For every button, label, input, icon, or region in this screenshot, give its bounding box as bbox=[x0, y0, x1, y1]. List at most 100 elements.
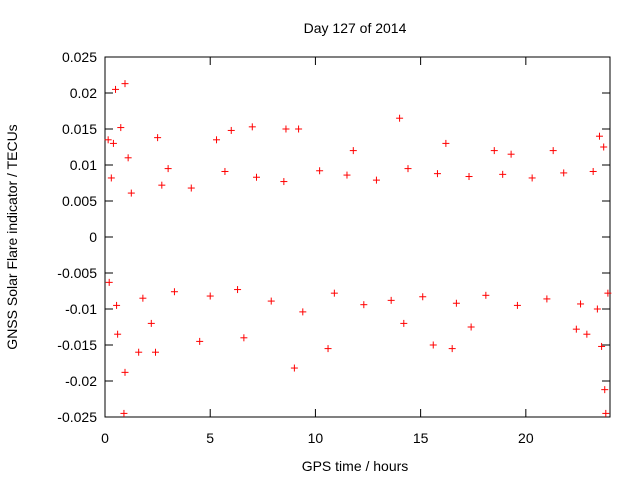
data-point bbox=[206, 292, 214, 300]
data-point bbox=[120, 409, 128, 417]
data-point bbox=[595, 132, 603, 140]
data-point bbox=[147, 319, 155, 327]
data-point bbox=[433, 170, 441, 178]
data-point bbox=[482, 291, 490, 299]
data-point bbox=[324, 345, 332, 353]
data-point bbox=[164, 165, 172, 173]
data-point bbox=[589, 167, 597, 175]
data-point bbox=[139, 294, 147, 302]
data-point bbox=[360, 301, 368, 309]
y-axis-label: GNSS Solar Flare indicator / TECUs bbox=[4, 124, 20, 349]
data-point bbox=[387, 296, 395, 304]
data-point bbox=[121, 80, 129, 88]
y-tick-label: 0.025 bbox=[62, 49, 97, 65]
data-point bbox=[602, 409, 610, 417]
x-tick-label: 10 bbox=[308, 430, 324, 446]
data-point bbox=[577, 300, 585, 308]
data-point bbox=[121, 368, 129, 376]
data-point bbox=[290, 364, 298, 372]
data-point bbox=[465, 173, 473, 181]
x-axis: 0 5 10 15 20 bbox=[101, 57, 534, 446]
data-point bbox=[299, 308, 307, 316]
data-point bbox=[104, 136, 112, 144]
data-point bbox=[601, 386, 609, 394]
y-tick-label: 0 bbox=[89, 229, 97, 245]
y-tick-label: 0.01 bbox=[70, 157, 97, 173]
data-point bbox=[105, 278, 113, 286]
data-point bbox=[282, 125, 290, 133]
y-axis: -0.025 -0.02 -0.015 -0.01 -0.005 0 0.005 0.01 0.… bbox=[57, 49, 610, 425]
data-point bbox=[528, 174, 536, 182]
data-point bbox=[549, 147, 557, 155]
x-axis-label: GPS time / hours bbox=[302, 458, 409, 474]
data-point bbox=[158, 181, 166, 189]
plot-frame bbox=[104, 56, 611, 418]
data-point bbox=[442, 139, 450, 147]
data-point bbox=[572, 325, 580, 333]
data-point bbox=[154, 134, 162, 142]
y-tick-label: -0.01 bbox=[65, 301, 97, 317]
data-point bbox=[604, 289, 612, 297]
y-tick-label: 0.005 bbox=[62, 193, 97, 209]
data-point bbox=[429, 341, 437, 349]
y-tick-label: -0.02 bbox=[65, 373, 97, 389]
data-point bbox=[330, 289, 338, 297]
data-point bbox=[113, 301, 121, 309]
chart-title: Day 127 of 2014 bbox=[304, 20, 407, 36]
data-point bbox=[109, 139, 117, 147]
data-point bbox=[404, 165, 412, 173]
x-tick-label: 20 bbox=[518, 430, 534, 446]
data-point bbox=[124, 154, 132, 162]
data-point bbox=[107, 174, 115, 182]
data-point bbox=[227, 126, 235, 134]
data-point bbox=[372, 176, 380, 184]
data-point bbox=[583, 330, 591, 338]
data-point bbox=[127, 189, 135, 197]
y-tick-label: 0.02 bbox=[70, 85, 97, 101]
data-point bbox=[513, 301, 521, 309]
data-point bbox=[543, 295, 551, 303]
data-point bbox=[419, 293, 427, 301]
x-tick-label: 0 bbox=[101, 430, 109, 446]
data-point bbox=[600, 143, 608, 151]
data-point bbox=[490, 147, 498, 155]
data-point bbox=[248, 123, 256, 131]
x-tick-label: 5 bbox=[206, 430, 214, 446]
data-point bbox=[598, 342, 606, 350]
y-tick-label: -0.025 bbox=[57, 409, 97, 425]
data-point bbox=[507, 150, 515, 158]
data-point bbox=[135, 348, 143, 356]
data-point bbox=[396, 114, 404, 122]
data-point bbox=[114, 330, 122, 338]
data-points bbox=[104, 80, 612, 417]
data-point bbox=[187, 184, 195, 192]
data-point bbox=[267, 297, 275, 305]
data-point bbox=[593, 305, 601, 313]
y-tick-label: -0.005 bbox=[57, 265, 97, 281]
data-point bbox=[213, 136, 221, 144]
data-point bbox=[253, 173, 260, 181]
data-point bbox=[112, 85, 120, 93]
x-tick-label: 15 bbox=[413, 430, 429, 446]
data-point bbox=[499, 170, 507, 178]
y-tick-label: 0.015 bbox=[62, 121, 97, 137]
y-tick-label: -0.015 bbox=[57, 337, 97, 353]
data-point bbox=[343, 171, 351, 179]
data-point bbox=[467, 323, 475, 331]
data-point bbox=[152, 348, 159, 356]
data-point bbox=[240, 334, 248, 342]
data-point bbox=[117, 124, 125, 132]
data-point bbox=[221, 167, 229, 175]
data-point bbox=[316, 167, 324, 175]
data-point bbox=[400, 319, 408, 327]
data-point bbox=[452, 299, 460, 307]
data-point bbox=[295, 125, 303, 133]
data-point bbox=[170, 288, 178, 296]
data-point bbox=[349, 147, 357, 155]
data-point bbox=[560, 169, 568, 177]
data-point bbox=[196, 337, 204, 345]
data-point bbox=[280, 178, 288, 186]
data-point bbox=[448, 345, 456, 353]
data-point bbox=[234, 286, 242, 294]
